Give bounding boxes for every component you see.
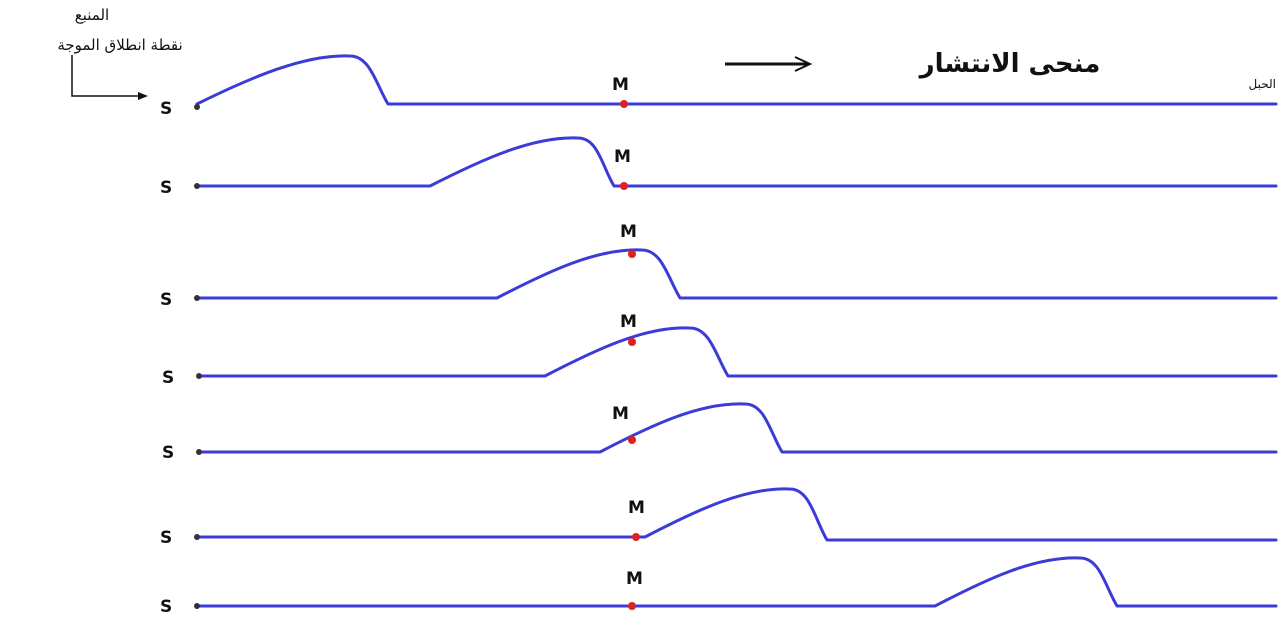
rope-label: الحبل — [1249, 77, 1276, 91]
source-label-s: S — [162, 443, 174, 463]
source-label-s: S — [162, 368, 174, 388]
point-m — [632, 533, 640, 541]
point-m — [628, 436, 636, 444]
rope-pulse — [195, 248, 1278, 300]
point-m — [628, 250, 636, 258]
snapshot-2: S M — [160, 136, 1278, 198]
snapshot-1: S M — [160, 54, 1278, 119]
propagation-arrow — [725, 56, 813, 72]
rope-pulse — [197, 402, 1278, 454]
source-label-s: S — [160, 99, 172, 119]
point-m-label: M — [612, 404, 629, 424]
source-label: المنبع — [75, 6, 109, 24]
snapshot-4: S M — [162, 312, 1278, 388]
snapshot-3: S M — [160, 222, 1278, 310]
propagation-direction-label: منحى الانتشار — [918, 49, 1101, 79]
point-m — [628, 338, 636, 346]
rope-pulse — [195, 136, 1278, 188]
source-dot — [194, 104, 200, 110]
point-m-label: M — [620, 312, 637, 332]
source-dot — [194, 603, 200, 609]
point-m-label: M — [614, 147, 631, 167]
start-point-arrow — [71, 55, 148, 100]
source-dot — [196, 449, 202, 455]
point-m-label: M — [612, 75, 629, 95]
source-dot — [194, 295, 200, 301]
snapshot-5: S M — [162, 402, 1278, 463]
source-dot — [196, 373, 202, 379]
point-m-label: M — [626, 569, 643, 589]
source-dot — [194, 183, 200, 189]
point-m-label: M — [628, 498, 645, 518]
source-label-s: S — [160, 178, 172, 198]
source-label-s: S — [160, 528, 172, 548]
rope-pulse — [195, 54, 1278, 106]
rope-pulse — [195, 556, 1278, 608]
rope-pulse — [195, 487, 1278, 542]
source-label-s: S — [160, 597, 172, 617]
point-m — [620, 100, 628, 108]
source-label-s: S — [160, 290, 172, 310]
point-m-label: M — [620, 222, 637, 242]
snapshot-7: S M — [160, 556, 1278, 617]
start-point-label: نقطة انطلاق الموجة — [57, 36, 182, 54]
snapshot-6: S M — [160, 487, 1278, 548]
point-m — [620, 182, 628, 190]
point-m — [628, 602, 636, 610]
source-dot — [194, 534, 200, 540]
rope-pulse — [197, 326, 1278, 378]
